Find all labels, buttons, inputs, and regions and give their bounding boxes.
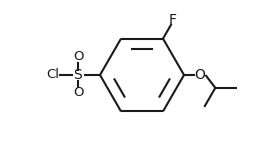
Text: F: F xyxy=(169,13,176,27)
Text: S: S xyxy=(74,68,82,82)
Text: O: O xyxy=(73,87,83,99)
Text: O: O xyxy=(73,51,83,63)
Text: O: O xyxy=(195,68,205,82)
Text: Cl: Cl xyxy=(46,69,60,81)
